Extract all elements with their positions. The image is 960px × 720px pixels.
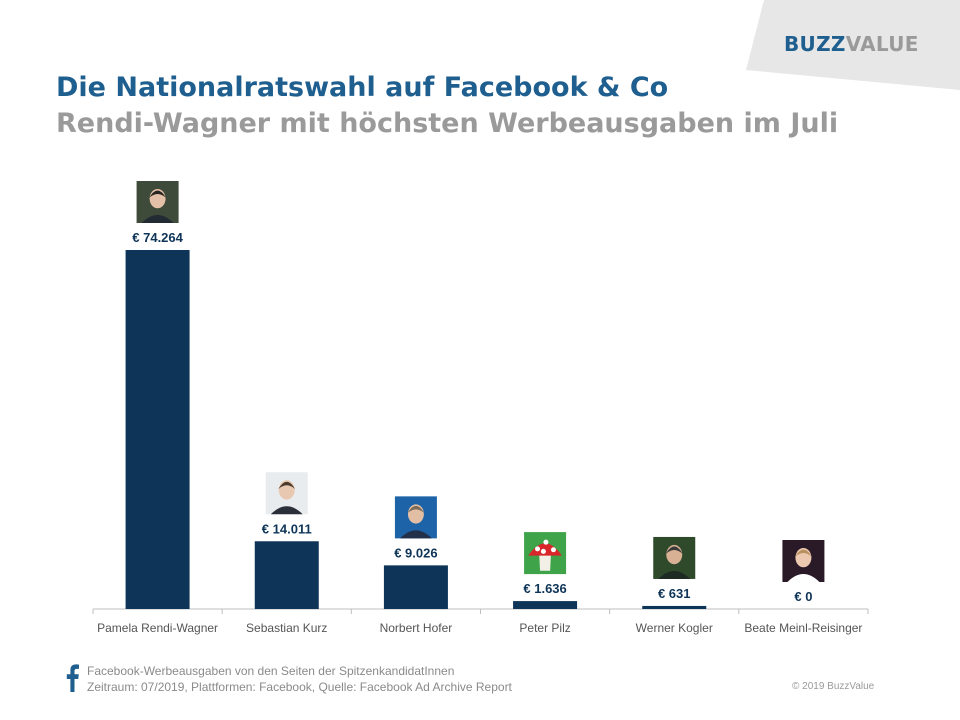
data-label: € 1.636 xyxy=(523,581,566,596)
category-label: Beate Meinl-Reisinger xyxy=(744,621,862,635)
category-label: Norbert Hofer xyxy=(380,621,453,635)
mushroom-dot xyxy=(540,548,546,554)
footer-line-1: Facebook-Werbeausgaben von den Seiten de… xyxy=(87,664,455,678)
portrait-hair xyxy=(407,505,425,514)
data-label: € 9.026 xyxy=(394,545,437,560)
category-label: Pamela Rendi-Wagner xyxy=(97,621,218,635)
candidate-portrait xyxy=(653,536,696,579)
bar xyxy=(254,541,319,609)
bar-group-4: € 1.636 Peter Pilz xyxy=(513,532,578,635)
logo-buzz: BUZZ xyxy=(784,32,846,56)
category-label: Sebastian Kurz xyxy=(246,621,327,635)
portrait-hair xyxy=(278,481,296,490)
portrait-shoulders xyxy=(270,506,303,515)
footer-line-2: Zeitraum: 07/2019, Plattformen: Facebook… xyxy=(87,680,512,694)
bar xyxy=(383,565,448,609)
bar-group-2: € 14.011 Sebastian Kurz xyxy=(246,472,327,635)
page-subtitle: Rendi-Wagner mit höchsten Werbeausgaben … xyxy=(56,108,839,139)
candidate-portrait xyxy=(782,540,825,582)
brand-logo: BUZZVALUE xyxy=(784,32,919,56)
data-label: € 0 xyxy=(794,589,812,604)
bar-group-1: € 74.264 Pamela Rendi-Wagner xyxy=(97,181,218,635)
candidate-portrait xyxy=(394,496,437,539)
mushroom-dot xyxy=(543,539,549,545)
category-label: Peter Pilz xyxy=(519,621,570,635)
logo-value: VALUE xyxy=(845,32,919,56)
mushroom-stem xyxy=(539,553,551,571)
mushroom-dot xyxy=(550,547,557,553)
mushroom-icon xyxy=(524,532,567,575)
mushroom-dot xyxy=(535,546,541,552)
portrait-hair xyxy=(795,549,812,557)
category-label: Werner Kogler xyxy=(636,621,713,635)
portrait-shoulders xyxy=(399,530,432,539)
data-label: € 74.264 xyxy=(132,230,183,245)
bar xyxy=(125,250,190,609)
portrait-shoulders xyxy=(658,570,691,579)
bar xyxy=(513,601,578,609)
bar-group-3: € 9.026 Norbert Hofer xyxy=(380,496,453,635)
mushroom-cap xyxy=(528,543,562,556)
footer-note: Facebook-Werbeausgaben von den Seiten de… xyxy=(87,663,512,695)
data-label: € 14.011 xyxy=(262,521,312,536)
portrait-hair xyxy=(665,546,683,554)
facebook-icon xyxy=(66,664,79,692)
portrait-hair xyxy=(149,190,166,198)
page-title: Die Nationalratswahl auf Facebook & Co xyxy=(56,72,669,103)
bar-group-6: € 0 Beate Meinl-Reisinger xyxy=(744,540,862,635)
portrait-shoulders xyxy=(141,215,174,223)
data-label: € 631 xyxy=(658,586,691,601)
bar xyxy=(642,605,707,609)
portrait-shoulders xyxy=(787,574,820,582)
candidate-portrait xyxy=(265,472,308,515)
copyright: © 2019 BuzzValue xyxy=(792,681,875,692)
bar-group-5: € 631 Werner Kogler xyxy=(636,536,713,635)
candidate-portrait xyxy=(136,181,179,223)
